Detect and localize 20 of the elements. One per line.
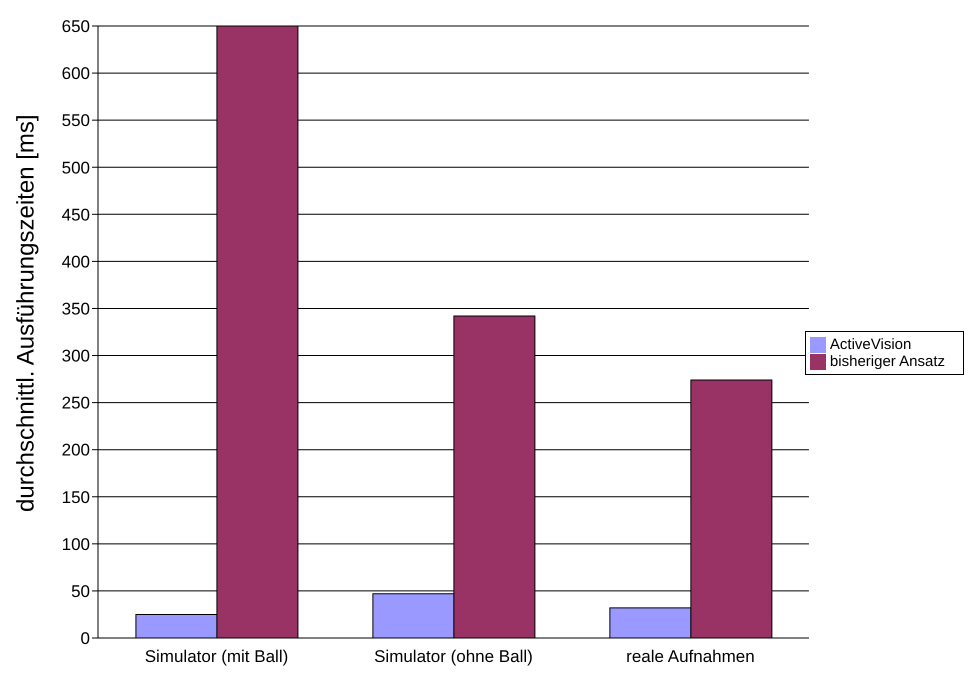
legend-label: ActiveVision (830, 336, 912, 353)
y-tick-label: 0 (80, 629, 90, 648)
y-tick-label: 400 (62, 252, 90, 272)
y-tick-label: 100 (62, 534, 90, 554)
y-tick-label: 600 (62, 64, 90, 84)
y-tick-label: 350 (62, 299, 90, 318)
y-tick-label: 650 (62, 17, 90, 36)
x-tick-label: Simulator (ohne Ball) (374, 647, 533, 666)
y-axis-title: durchschnittl. Ausführungszeiten [ms] (12, 114, 40, 512)
legend-label: bisheriger Ansatz (830, 353, 945, 370)
y-tick-label: 50 (71, 582, 90, 601)
y-tick-label: 300 (62, 346, 90, 366)
x-tick-label: reale Aufnahmen (626, 647, 755, 666)
y-tick-label: 200 (62, 440, 90, 460)
y-tick-label: 550 (62, 111, 90, 130)
y-tick-label: 250 (62, 394, 90, 413)
y-tick-label: 150 (62, 488, 90, 507)
y-tick-label: 450 (62, 205, 90, 224)
x-tick-label: Simulator (mit Ball) (144, 647, 288, 666)
y-tick-label: 500 (62, 158, 90, 178)
